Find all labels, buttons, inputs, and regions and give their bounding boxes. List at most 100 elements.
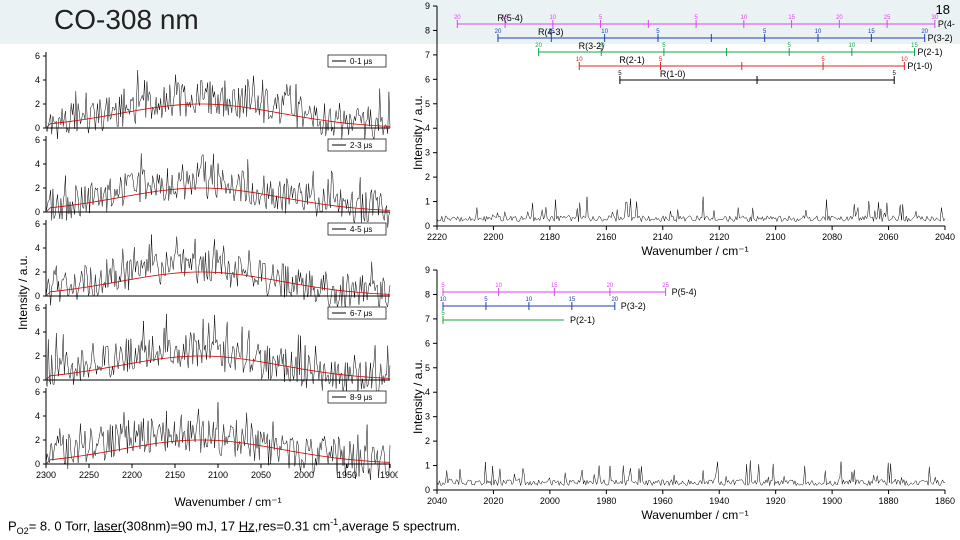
svg-text:2200: 2200 <box>483 232 503 242</box>
svg-text:5: 5 <box>694 15 698 21</box>
left-chart: Intensity / a.u. 02460-1 μs02462-3 μs024… <box>18 50 398 510</box>
svg-text:2250: 2250 <box>79 470 99 480</box>
svg-text:5: 5 <box>484 297 488 303</box>
left-svg: 02460-1 μs02462-3 μs02464-5 μs02466-7 μs… <box>18 50 398 500</box>
svg-text:4: 4 <box>35 159 40 169</box>
svg-text:5: 5 <box>618 71 622 77</box>
svg-text:20: 20 <box>454 15 461 21</box>
svg-text:2: 2 <box>35 351 40 361</box>
svg-text:1880: 1880 <box>879 496 899 506</box>
svg-text:25: 25 <box>884 15 891 21</box>
svg-text:P(3-2): P(3-2) <box>621 301 646 311</box>
svg-text:5: 5 <box>425 99 430 109</box>
cap-p1: P <box>8 518 17 533</box>
svg-text:10: 10 <box>815 29 822 35</box>
cap-u1: laser <box>94 518 122 533</box>
svg-text:P(4-3): P(4-3) <box>938 19 955 29</box>
svg-text:2050: 2050 <box>251 470 271 480</box>
rt-xlabel: Wavenumber / cm⁻¹ <box>625 244 765 258</box>
svg-text:1: 1 <box>425 461 430 471</box>
svg-text:5: 5 <box>441 311 445 317</box>
svg-text:2: 2 <box>35 99 40 109</box>
left-xlabel: Wavenumber / cm⁻¹ <box>158 495 298 509</box>
cap-p3: (308nm)=90 mJ, 17 <box>122 518 239 533</box>
svg-text:R(4-3): R(4-3) <box>538 27 564 37</box>
cap-sub: O2 <box>17 526 29 536</box>
svg-text:25: 25 <box>662 283 669 289</box>
svg-text:6: 6 <box>35 51 40 61</box>
svg-text:10: 10 <box>549 15 556 21</box>
svg-text:1: 1 <box>425 197 430 207</box>
svg-text:20: 20 <box>495 29 502 35</box>
svg-text:6: 6 <box>425 338 430 348</box>
svg-text:2150: 2150 <box>165 470 185 480</box>
svg-text:10: 10 <box>601 29 608 35</box>
svg-text:P(5-4): P(5-4) <box>672 287 697 297</box>
svg-text:15: 15 <box>569 297 576 303</box>
svg-text:15: 15 <box>788 15 795 21</box>
svg-text:2060: 2060 <box>879 232 899 242</box>
svg-text:6-7 μs: 6-7 μs <box>350 309 372 318</box>
svg-text:8: 8 <box>425 289 430 299</box>
svg-text:5: 5 <box>599 15 603 21</box>
svg-text:10: 10 <box>849 43 856 49</box>
svg-text:5: 5 <box>425 363 430 373</box>
svg-text:6: 6 <box>35 303 40 313</box>
svg-text:4-5 μs: 4-5 μs <box>350 225 372 234</box>
svg-text:1900: 1900 <box>822 496 842 506</box>
svg-text:P(2-1): P(2-1) <box>918 47 943 57</box>
svg-text:15: 15 <box>868 29 875 35</box>
svg-text:2300: 2300 <box>36 470 56 480</box>
svg-text:5: 5 <box>662 43 666 49</box>
cap-u2: Hz, <box>239 518 259 533</box>
svg-text:R(5-4): R(5-4) <box>497 13 523 23</box>
svg-text:5: 5 <box>659 57 663 63</box>
svg-text:2200: 2200 <box>122 470 142 480</box>
svg-text:2220: 2220 <box>427 232 447 242</box>
svg-text:9: 9 <box>425 1 430 11</box>
svg-text:6: 6 <box>35 135 40 145</box>
svg-text:5: 5 <box>441 283 445 289</box>
svg-text:0: 0 <box>35 375 40 385</box>
svg-text:2040: 2040 <box>935 232 955 242</box>
svg-text:2: 2 <box>35 435 40 445</box>
svg-text:4: 4 <box>35 243 40 253</box>
svg-text:1940: 1940 <box>709 496 729 506</box>
svg-text:4: 4 <box>35 411 40 421</box>
svg-text:2080: 2080 <box>822 232 842 242</box>
svg-text:P(2-1): P(2-1) <box>570 315 595 325</box>
svg-text:7: 7 <box>425 50 430 60</box>
svg-text:4: 4 <box>35 75 40 85</box>
svg-text:2: 2 <box>425 436 430 446</box>
svg-text:1950: 1950 <box>337 470 357 480</box>
svg-text:2020: 2020 <box>483 496 503 506</box>
svg-text:5: 5 <box>788 43 792 49</box>
svg-text:P(1-0): P(1-0) <box>907 61 932 71</box>
svg-text:2: 2 <box>35 183 40 193</box>
svg-text:15: 15 <box>551 283 558 289</box>
svg-text:20: 20 <box>535 43 542 49</box>
svg-text:R(3-2): R(3-2) <box>579 41 605 51</box>
cap-p4: res=0.31 cm <box>258 518 330 533</box>
svg-text:0: 0 <box>35 207 40 217</box>
svg-text:10: 10 <box>576 57 583 63</box>
svg-text:2040: 2040 <box>427 496 447 506</box>
svg-text:10: 10 <box>740 15 747 21</box>
svg-text:4: 4 <box>35 327 40 337</box>
svg-text:9: 9 <box>425 265 430 275</box>
rb-xlabel: Wavenumber / cm⁻¹ <box>625 508 765 522</box>
svg-text:0: 0 <box>35 459 40 469</box>
svg-text:8: 8 <box>425 25 430 35</box>
svg-text:1920: 1920 <box>766 496 786 506</box>
svg-text:0: 0 <box>35 291 40 301</box>
svg-text:3: 3 <box>425 412 430 422</box>
svg-text:R(2-1): R(2-1) <box>619 55 645 65</box>
svg-text:2120: 2120 <box>709 232 729 242</box>
right-top-chart: Intensity / a.u. 01234567892220220021802… <box>405 0 955 260</box>
svg-text:6: 6 <box>35 387 40 397</box>
svg-text:2000: 2000 <box>294 470 314 480</box>
svg-text:8-9 μs: 8-9 μs <box>350 393 372 402</box>
svg-text:0: 0 <box>425 221 430 231</box>
svg-text:1860: 1860 <box>935 496 955 506</box>
svg-text:20: 20 <box>836 15 843 21</box>
